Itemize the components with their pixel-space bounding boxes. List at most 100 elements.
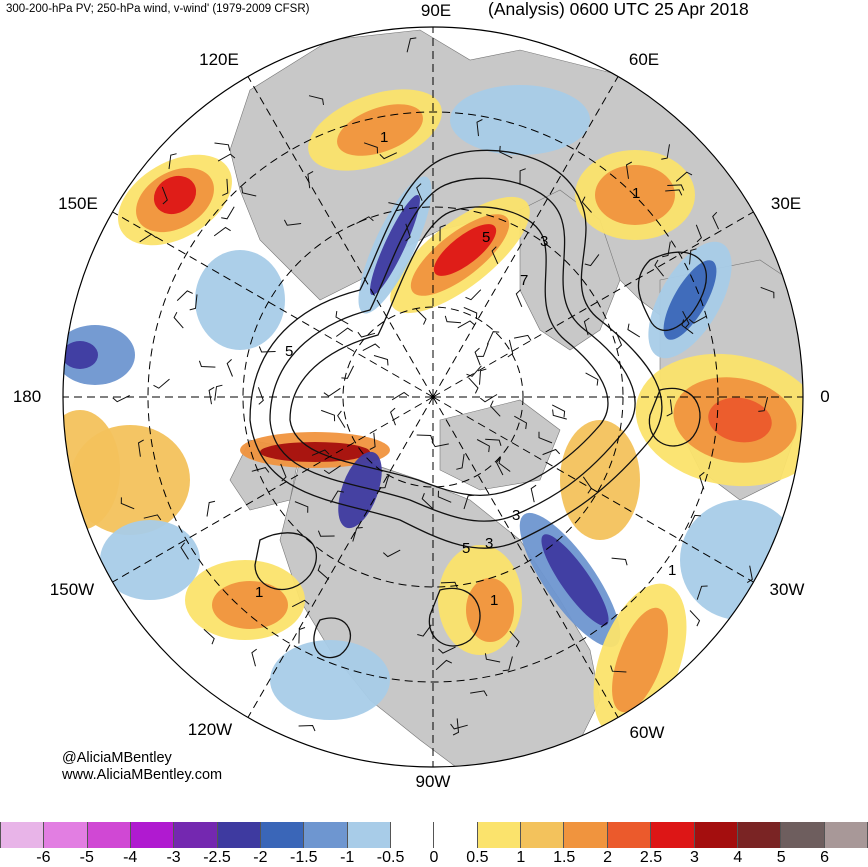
wind-barb xyxy=(198,360,216,368)
wind-barb xyxy=(552,409,567,420)
pv-contour xyxy=(249,149,663,549)
anomaly-blob xyxy=(612,607,668,713)
wind-barb xyxy=(479,368,487,385)
colorbar-tick-label: 1.5 xyxy=(553,849,576,866)
wind-barb xyxy=(352,527,363,542)
lon-label-60w: 60W xyxy=(629,723,665,742)
latitude-circle xyxy=(342,306,524,488)
wind-barb xyxy=(176,290,193,301)
wind-barb xyxy=(625,161,633,179)
colorbar-swatch xyxy=(217,822,262,848)
wind-barb xyxy=(689,248,697,265)
wind-barb xyxy=(226,359,233,377)
wind-barb xyxy=(330,490,344,504)
land-mass xyxy=(519,189,621,351)
lon-label-30w: 30W xyxy=(769,580,805,599)
colorbar-tick-label: 4 xyxy=(733,849,743,866)
wind-barb xyxy=(463,494,475,510)
wind-barb xyxy=(476,439,490,453)
colorbar-tick-label: -4 xyxy=(123,849,138,866)
anomaly-blob xyxy=(63,341,98,369)
chart-title-left: 300-200-hPa PV; 250-hPa wind, v-wind' (1… xyxy=(6,3,310,15)
wind-barb xyxy=(514,415,528,430)
wind-barb xyxy=(502,656,513,672)
wind-barb xyxy=(484,653,501,663)
contour-label: 3 xyxy=(512,507,520,524)
wind-barb xyxy=(584,254,600,267)
wind-barb xyxy=(251,467,270,473)
anomaly-blob xyxy=(270,640,390,720)
wind-barb xyxy=(217,153,236,162)
wind-barb xyxy=(615,331,623,350)
wind-barb xyxy=(465,289,482,301)
wind-barb xyxy=(490,400,501,417)
contour-label: 1 xyxy=(490,592,498,609)
anomaly-blob xyxy=(680,500,800,620)
colorbar-tick-label: -6 xyxy=(36,849,51,866)
colorbar-swatch xyxy=(174,822,218,848)
lon-label-120e: 120E xyxy=(199,50,239,69)
anomaly-blob xyxy=(708,397,772,443)
wind-barb xyxy=(486,331,500,345)
wind-barb xyxy=(143,514,162,521)
colorbar-tick-label: -1.5 xyxy=(290,849,318,866)
anomaly-blob xyxy=(195,250,285,350)
wind-barb xyxy=(457,320,475,329)
colorbar-tick-label: 0.5 xyxy=(466,849,489,866)
wind-barb xyxy=(415,308,427,325)
colorbar-tick-label: 2 xyxy=(603,849,613,866)
wind-barb xyxy=(463,306,478,320)
wind-barb xyxy=(665,189,683,196)
wind-barb xyxy=(509,630,520,648)
wind-barb xyxy=(695,224,702,243)
wind-barb xyxy=(760,286,775,299)
wind-barb xyxy=(283,219,302,226)
wind-barb xyxy=(153,378,170,389)
colorbar-swatch xyxy=(304,822,348,848)
vwind-anomaly-shading xyxy=(63,85,803,737)
wind-barb xyxy=(390,407,396,426)
anomaly-blob xyxy=(595,165,675,225)
wind-barb xyxy=(688,315,707,324)
map-boundary xyxy=(62,26,804,768)
wind-barb xyxy=(758,396,769,412)
lon-label-0: 0 xyxy=(820,387,830,406)
anomaly-blob xyxy=(466,578,514,642)
wind-barb xyxy=(321,409,336,422)
anomaly-blob xyxy=(212,581,288,629)
wind-barb xyxy=(323,465,341,475)
lon-label-30e: 30E xyxy=(770,194,802,213)
pv-contour xyxy=(269,177,636,522)
longitude-line xyxy=(247,396,434,718)
longitude-line xyxy=(112,211,434,398)
wind-barb xyxy=(173,311,184,329)
pv-contour xyxy=(313,617,351,659)
colorbar-swatch xyxy=(564,822,608,848)
contour-label: 3 xyxy=(485,535,493,552)
wind-barb xyxy=(161,186,168,205)
colorbar-tick-label: 2.5 xyxy=(639,849,663,866)
wind-barb xyxy=(581,196,592,213)
wind-barb xyxy=(696,585,708,600)
pv-contours xyxy=(249,149,707,659)
wind-barb xyxy=(208,386,215,405)
wind-barb xyxy=(507,339,514,358)
anomaly-blob xyxy=(260,442,370,462)
wind-barb xyxy=(542,448,561,456)
wind-barb xyxy=(610,665,627,673)
colorbar-swatch xyxy=(87,822,132,848)
wind-barb xyxy=(470,690,488,697)
lon-label-150e: 150E xyxy=(58,194,98,213)
wind-barb xyxy=(206,500,216,517)
author-credit: @AliciaMBentley www.AliciaMBentley.com xyxy=(62,750,222,784)
wind-barb xyxy=(551,404,566,418)
wind-barb xyxy=(308,95,324,105)
wind-barb xyxy=(667,184,685,191)
wind-barb xyxy=(369,432,376,450)
anomaly-blob xyxy=(663,260,717,340)
wind-barb xyxy=(137,439,144,457)
lon-label-150w: 150W xyxy=(49,580,95,599)
anomaly-blob xyxy=(338,451,382,529)
wind-barb xyxy=(666,399,673,417)
wind-barb xyxy=(317,530,335,537)
